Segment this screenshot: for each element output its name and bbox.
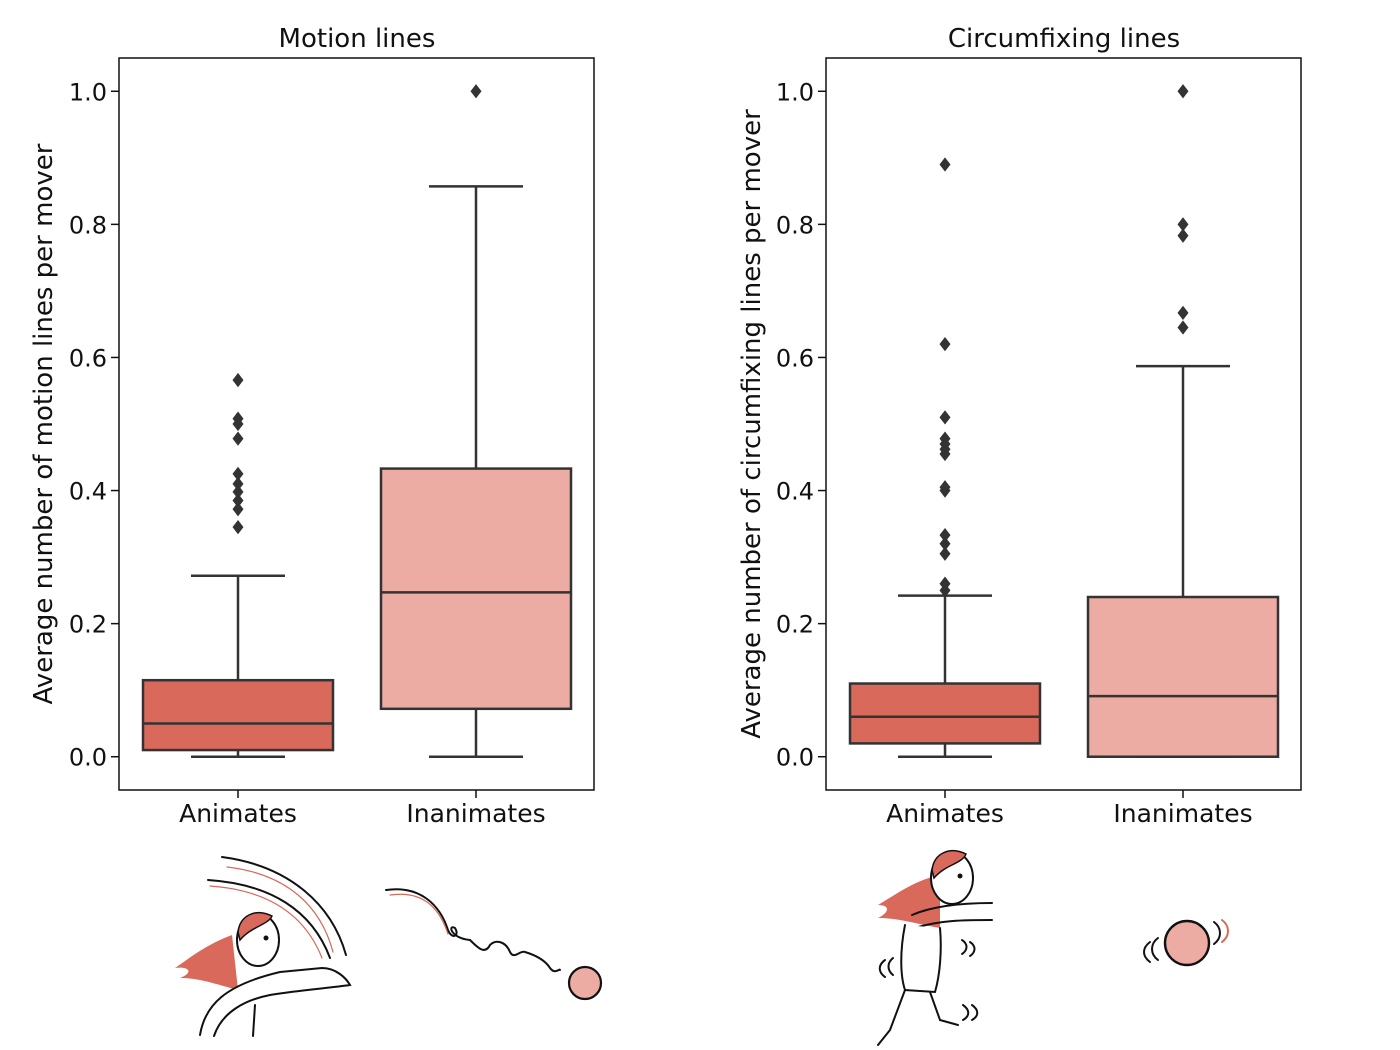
outlier-point [939,536,951,551]
y-tick-label: 0.2 [69,611,107,639]
outlier-point [939,546,951,561]
outlier-point [232,466,244,482]
outlier-point [939,157,951,172]
motion-lines-panel: Motion lines Average number of motion li… [29,24,595,828]
outlier-point [1177,228,1189,243]
plot-frame [118,57,595,791]
box-plots [141,84,573,758]
y-tick-label: 0.0 [776,744,814,772]
outlier-point [939,336,951,352]
outlier-point [232,372,244,388]
outlier-point [232,519,244,535]
outlier-point [939,527,951,543]
panel-title: Circumfixing lines [948,24,1180,54]
outlier-point [232,484,244,500]
outlier-point [939,410,951,425]
y-tick-label: 0.8 [776,211,814,239]
y-tick-label: 1.0 [776,78,814,106]
x-tick-label-animates: Animates [886,799,1004,828]
box-animates [848,682,1042,745]
outlier-point [1177,305,1189,321]
outlier-point [939,576,951,591]
x-tick-label-inanimates: Inanimates [1113,799,1252,828]
y-tick-label: 0.6 [776,344,814,372]
outlier-point [1177,84,1189,99]
outlier-point [939,431,951,446]
outlier-point [232,502,244,517]
y-tick-label: 0.4 [776,478,814,506]
y-axis-label: Average number of motion lines per mover [29,143,59,704]
outlier-point [1177,320,1189,335]
ball-bouncing-with-motion-path-icon [385,888,603,1001]
ball-with-circumfixing-lines-icon [1143,919,1229,967]
box-inanimates [1086,595,1280,758]
y-tick-label: 0.2 [776,611,814,639]
y-tick-label: 0.8 [69,211,107,239]
box-plots [848,84,1280,758]
girl-running-with-circumfixing-lines-icon [877,849,993,1046]
y-tick-label: 0.0 [69,744,107,772]
circumfixing-lines-panel: Circumfixing lines Average number of cir… [737,24,1302,828]
outlier-point [1177,217,1189,232]
y-axis-ticks: 0.0 0.2 0.4 0.6 0.8 1.0 [776,78,1184,798]
outlier-point [232,431,244,446]
girl-running-with-motion-lines-icon [175,856,352,1037]
box-animates [141,678,335,752]
y-axis-label: Average number of circumfixing lines per… [737,109,767,739]
y-tick-label: 1.0 [69,78,107,106]
y-axis-ticks: 0.0 0.2 0.4 0.6 0.8 1.0 [69,78,477,798]
x-tick-label-animates: Animates [179,799,297,828]
panel-title: Motion lines [279,24,436,54]
outlier-point [232,411,244,426]
outlier-point [939,480,951,495]
y-tick-label: 0.4 [69,478,107,506]
outlier-point [232,493,244,508]
outlier-point [232,476,244,492]
plot-frame [825,57,1302,791]
box-inanimates [379,467,573,711]
x-tick-label-inanimates: Inanimates [406,799,545,828]
y-tick-label: 0.6 [69,344,107,372]
outlier-point [470,84,482,99]
